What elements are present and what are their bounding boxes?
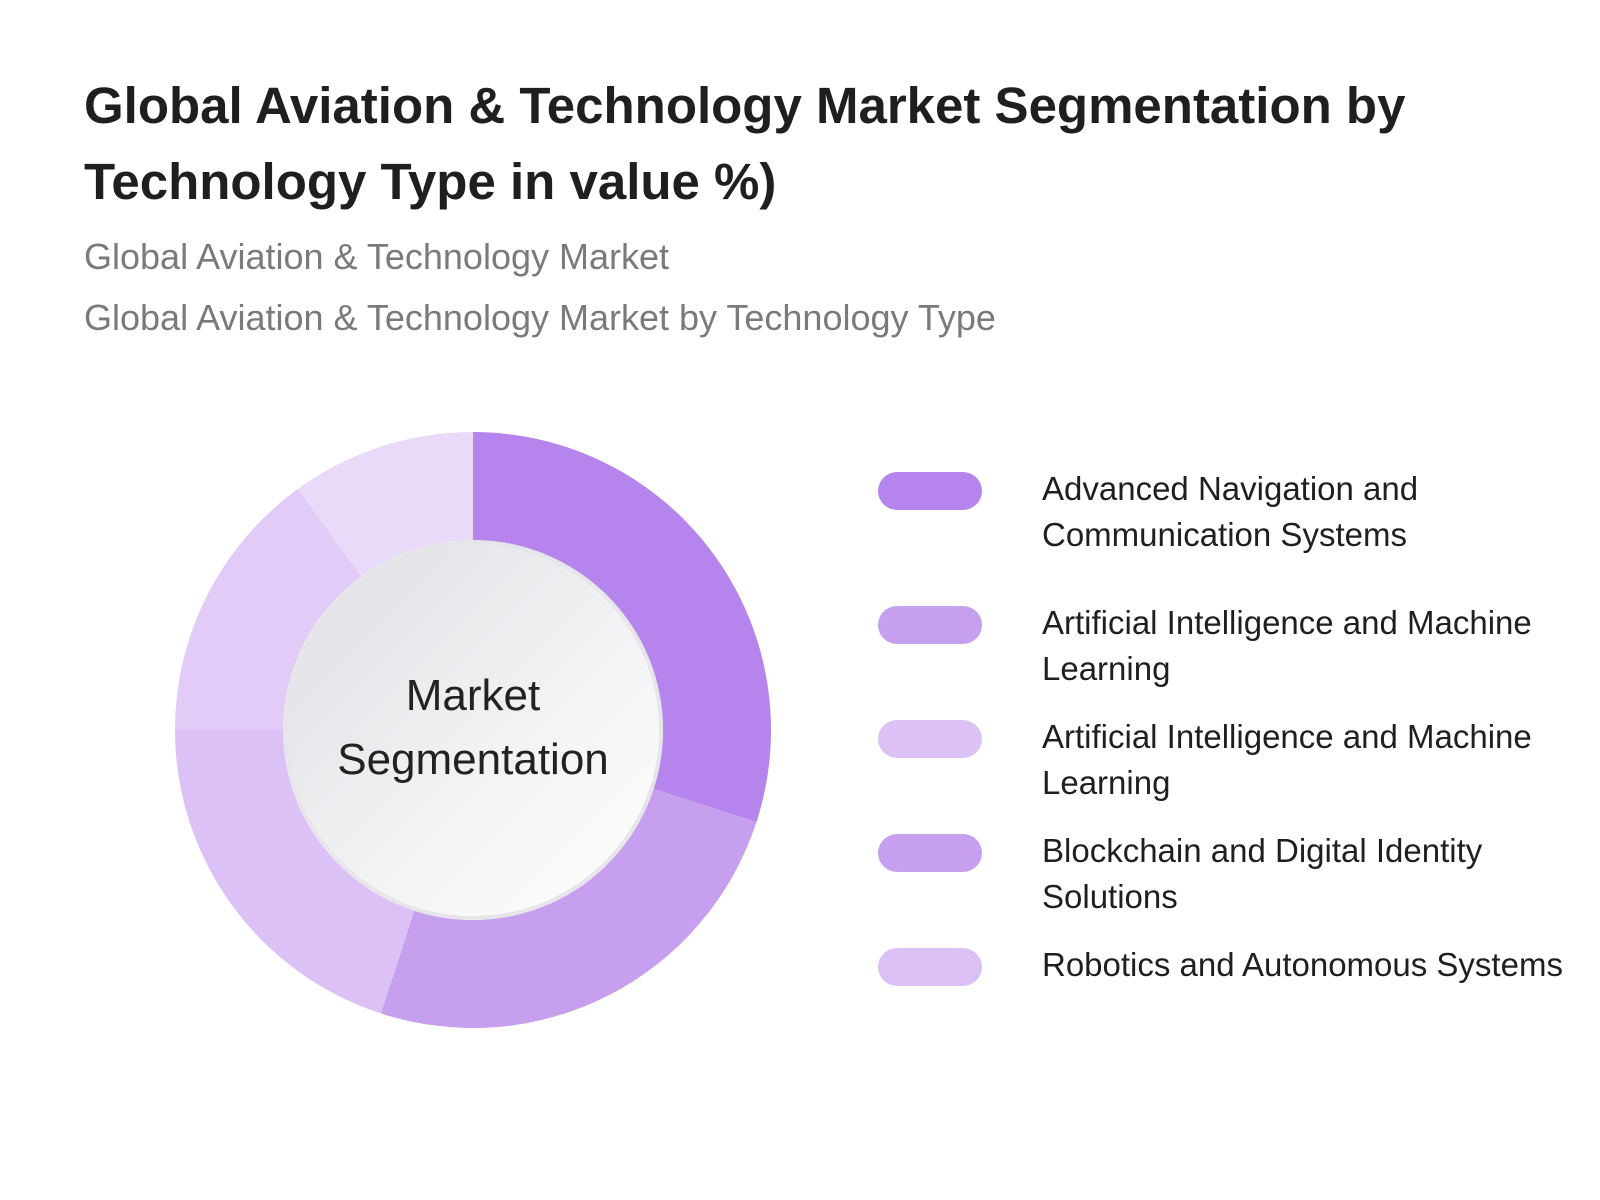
- legend-label: Advanced Navigation and Communication Sy…: [1042, 470, 1419, 553]
- donut-slice-5: [297, 432, 473, 577]
- legend-swatch: [878, 834, 982, 872]
- donut-slice-4: [175, 488, 362, 730]
- chart-title: Global Aviation & Technology Market Segm…: [84, 77, 1406, 210]
- donut-center-label: Market Segmentation: [337, 671, 609, 784]
- legend-item-4: Blockchain and Digital Identity Solution…: [878, 828, 1568, 928]
- donut-slices: [175, 432, 771, 1028]
- donut-slice-2: [380, 788, 757, 1028]
- donut-center-disc: [283, 540, 663, 920]
- legend-swatch: [878, 948, 982, 986]
- legend-swatch: [878, 472, 982, 510]
- legend-label: Artificial Intelligence and Machine Lear…: [1042, 718, 1532, 801]
- legend-swatch: [878, 606, 982, 644]
- legend-item-3: Artificial Intelligence and Machine Lear…: [878, 714, 1568, 814]
- legend-label: Robotics and Autonomous Systems: [1042, 946, 1563, 983]
- chart-subtitle-technology-type: Global Aviation & Technology Market by T…: [84, 297, 996, 338]
- donut-slice-3: [175, 730, 415, 1014]
- legend-item-2: Artificial Intelligence and Machine Lear…: [878, 600, 1568, 700]
- legend-item-1: Advanced Navigation and Communication Sy…: [878, 466, 1568, 566]
- donut-slice-1: [473, 432, 771, 823]
- legend-swatch: [878, 720, 982, 758]
- legend-label: Blockchain and Digital Identity Solution…: [1042, 832, 1483, 915]
- chart-subtitle-market: Global Aviation & Technology Market: [84, 236, 670, 277]
- legend-item-5: Robotics and Autonomous Systems: [878, 942, 1568, 1042]
- legend-label: Artificial Intelligence and Machine Lear…: [1042, 604, 1532, 687]
